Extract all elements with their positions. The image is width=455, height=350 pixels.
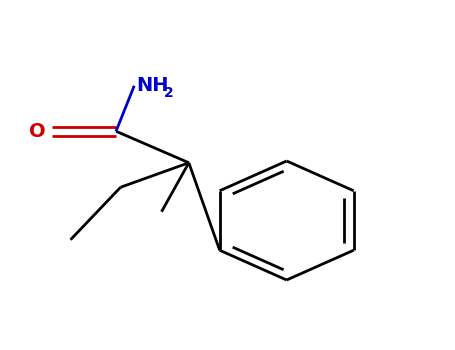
Text: O: O [29,122,46,141]
Text: NH: NH [136,76,169,95]
Text: 2: 2 [164,86,174,100]
